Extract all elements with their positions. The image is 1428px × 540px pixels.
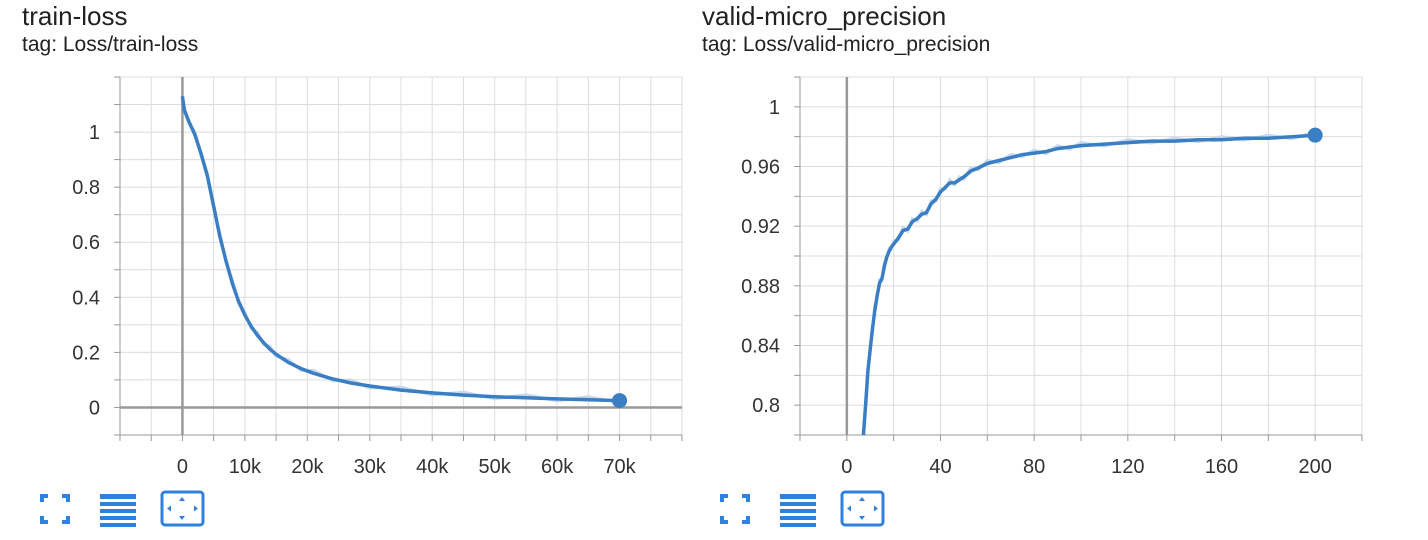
chart-toolbar bbox=[40, 490, 240, 530]
x-tick-label: 0 bbox=[177, 456, 188, 478]
x-tick-label: 60k bbox=[541, 456, 574, 478]
x-tick-label: 40k bbox=[416, 456, 449, 478]
fit-domain-icon[interactable] bbox=[160, 490, 206, 528]
y-tick-label: 0.8 bbox=[752, 395, 780, 417]
y-tick-label: 0.88 bbox=[741, 276, 780, 298]
x-tick-label: 10k bbox=[229, 456, 262, 478]
x-tick-label: 50k bbox=[479, 456, 512, 478]
x-tick-label: 70k bbox=[603, 456, 636, 478]
train-loss-chart[interactable]: 0 10k 20k 30k 40k 50k 60k 70k 0 0.2 0.4 0.6 0.8 1 bbox=[0, 0, 700, 490]
x-tick-label: 160 bbox=[1205, 456, 1238, 478]
y-tick-label: 0 bbox=[89, 397, 100, 419]
y-tick-label: 0.96 bbox=[741, 157, 780, 179]
y-tick-label: 0.2 bbox=[72, 342, 100, 364]
last-point-marker bbox=[1307, 127, 1323, 143]
chart-title: valid-micro_precision bbox=[702, 1, 947, 31]
data-table-icon[interactable] bbox=[778, 490, 818, 528]
chart-title: train-loss bbox=[22, 1, 128, 31]
series-line bbox=[861, 133, 1316, 435]
chart-toolbar bbox=[720, 490, 920, 530]
chart-card-valid-micro-precision: valid-micro_precision tag: Loss/valid-mi… bbox=[680, 0, 1380, 540]
grid bbox=[794, 76, 1363, 441]
y-tick-label: 0.8 bbox=[72, 177, 100, 199]
x-tick-label: 40 bbox=[929, 456, 951, 478]
chart-tag: tag: Loss/valid-micro_precision bbox=[702, 33, 991, 56]
x-tick-label: 120 bbox=[1111, 456, 1144, 478]
y-tick-label: 0.4 bbox=[72, 287, 100, 309]
data-table-icon[interactable] bbox=[98, 490, 138, 528]
fullscreen-icon[interactable] bbox=[720, 490, 750, 528]
fit-domain-icon[interactable] bbox=[840, 490, 886, 528]
y-tick-label: 1 bbox=[89, 122, 100, 144]
valid-micro-precision-chart[interactable]: 0 40 80 120 160 200 0.8 0.84 0.88 0.92 0.96 1 bbox=[680, 0, 1380, 490]
x-tick-label: 20k bbox=[291, 456, 324, 478]
x-tick-label: 30k bbox=[354, 456, 387, 478]
y-tick-label: 0.84 bbox=[741, 336, 780, 358]
chart-tag: tag: Loss/train-loss bbox=[22, 33, 199, 56]
y-tick-label: 1 bbox=[769, 97, 780, 119]
series-line bbox=[180, 96, 620, 403]
x-tick-label: 0 bbox=[841, 456, 852, 478]
y-tick-label: 0.92 bbox=[741, 216, 780, 238]
x-tick-label: 80 bbox=[1023, 456, 1045, 478]
chart-card-train-loss: train-loss tag: Loss/train-loss 0 10k 20k 3… bbox=[0, 0, 700, 540]
fullscreen-icon[interactable] bbox=[40, 490, 70, 528]
last-point-marker bbox=[612, 393, 628, 409]
x-tick-label: 200 bbox=[1298, 456, 1331, 478]
y-tick-label: 0.6 bbox=[72, 232, 100, 254]
